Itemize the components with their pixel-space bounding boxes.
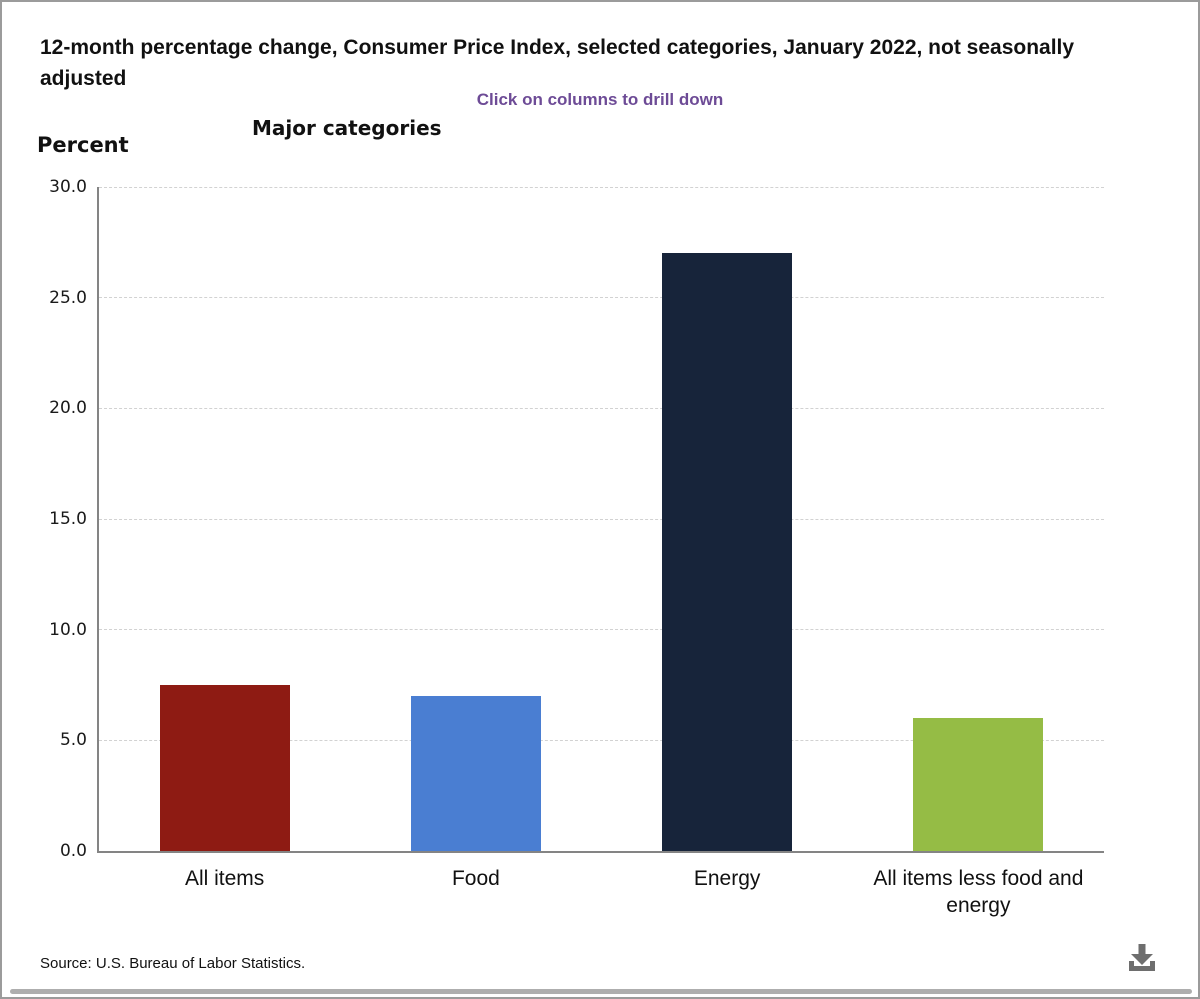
- gridline: [99, 186, 1104, 188]
- x-axis-label-all-items: All items: [184, 867, 265, 890]
- chart-title: Major categories: [252, 116, 442, 140]
- download-button[interactable]: [1118, 935, 1166, 983]
- y-axis-tick-label: 15.0: [49, 509, 87, 529]
- x-axis-label-all-items-less-food-and-energy: All items less food and energy: [873, 867, 1084, 917]
- y-axis-tick-label: 25.0: [49, 287, 87, 308]
- horizontal-scrollbar[interactable]: [10, 989, 1192, 994]
- bar-all-items[interactable]: [159, 685, 290, 851]
- source-note: Source: U.S. Bureau of Labor Statistics.: [40, 955, 306, 972]
- page-title: 12-month percentage change, Consumer Pri…: [40, 36, 1075, 90]
- gridline: [99, 407, 1104, 409]
- bar-energy[interactable]: [662, 253, 793, 851]
- y-axis-title: Percent: [37, 133, 129, 157]
- y-axis-tick-label: 30.0: [49, 177, 87, 197]
- y-axis-tick-label: 0.0: [59, 841, 87, 861]
- gridline: [99, 739, 1104, 741]
- bar-food[interactable]: [410, 696, 541, 851]
- gridline: [99, 518, 1104, 520]
- download-icon: [1129, 944, 1155, 971]
- y-axis-tick-label: 5.0: [59, 730, 87, 751]
- plot-area: 0.0 5.0 10.0 15.0 20.0 25.0 30.0 All items Food E…: [49, 177, 1104, 917]
- y-axis-tick-label: 10.0: [49, 619, 87, 640]
- x-axis-label-energy: Energy: [693, 867, 761, 890]
- gridline: [99, 629, 1104, 631]
- drill-down-hint: Click on columns to drill down: [476, 90, 724, 109]
- y-axis-tick-label: 20.0: [49, 398, 87, 419]
- gridline: [99, 297, 1104, 299]
- bar-all-items-less-food-and-energy[interactable]: [913, 718, 1044, 851]
- x-axis-label-food: Food: [451, 867, 500, 890]
